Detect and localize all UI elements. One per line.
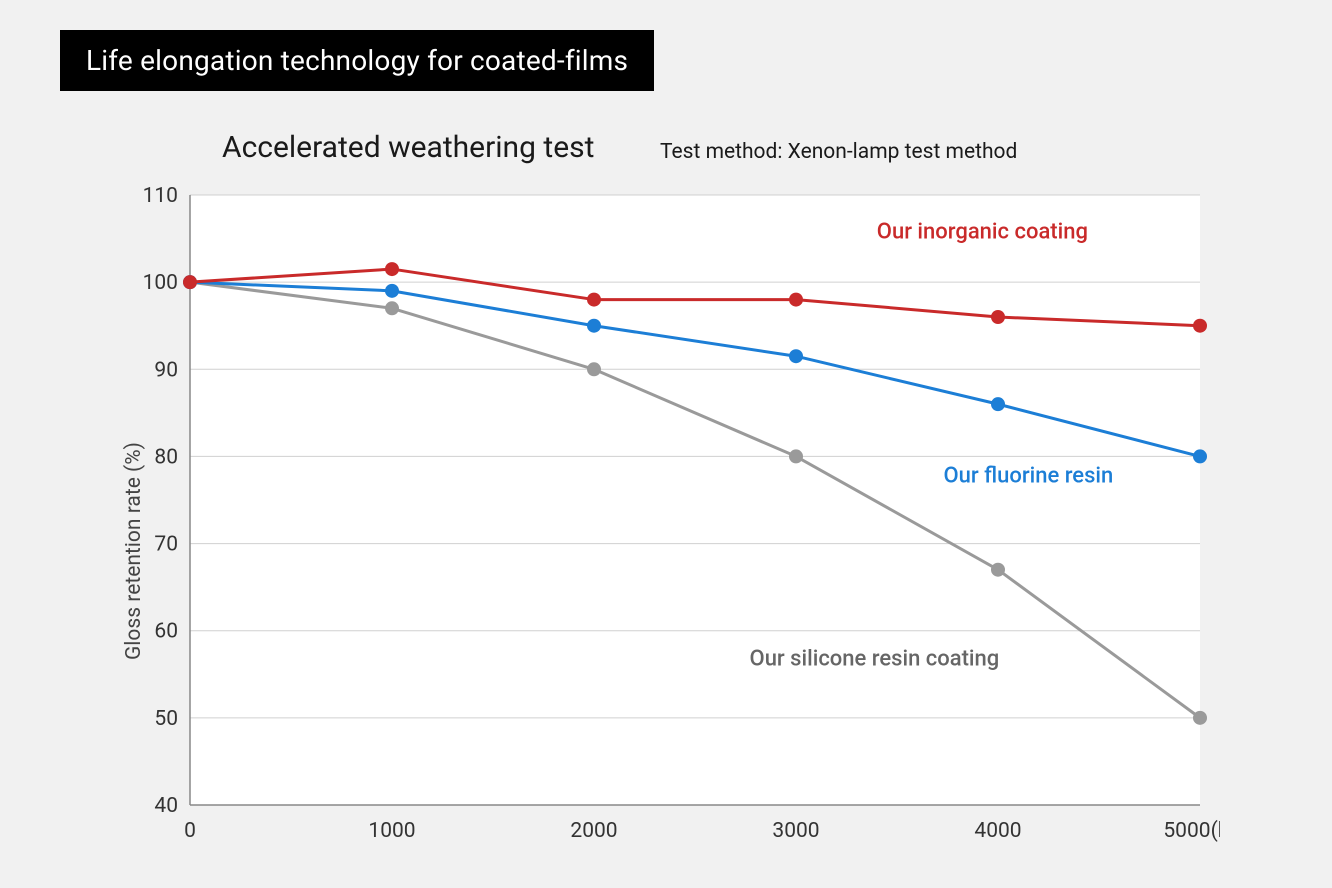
y-tick-label: 80 (154, 445, 178, 469)
y-tick-label: 110 (143, 185, 178, 208)
x-tick-label: 2000 (570, 819, 617, 843)
series-label: Our fluorine resin (943, 464, 1113, 489)
chart-plot: 40 50 60 70 80 90 100 110 0 1000 2000 3000 4000 5000(… (135, 185, 1220, 855)
series-marker (1193, 711, 1207, 725)
series-marker (789, 293, 803, 307)
series-marker (385, 301, 399, 315)
series-label: Our inorganic coating (877, 220, 1088, 245)
series-marker (385, 284, 399, 298)
series-marker (991, 310, 1005, 324)
series-marker (789, 349, 803, 363)
series-label: Our silicone resin coating (750, 647, 1000, 672)
series-marker (587, 293, 601, 307)
y-tick-label: 40 (154, 794, 178, 818)
x-tick-label: 3000 (772, 819, 819, 843)
page-root: { "banner": { "text": "Life elongation t… (0, 0, 1332, 888)
series-marker (1193, 449, 1207, 463)
x-tick-label: 4000 (974, 819, 1021, 843)
series-marker (385, 262, 399, 276)
series-marker (789, 449, 803, 463)
y-tick-label: 70 (154, 533, 178, 557)
chart-title: Accelerated weathering test (222, 130, 594, 165)
series-marker (1193, 319, 1207, 333)
series-marker (991, 563, 1005, 577)
x-tick-label: 5000(h) (1163, 819, 1220, 843)
x-tick-label: 1000 (368, 819, 415, 843)
x-tick-label: 0 (184, 819, 196, 843)
y-tick-label: 60 (154, 620, 178, 644)
section-banner: Life elongation technology for coated-fi… (60, 30, 654, 91)
test-method-label: Test method: Xenon-lamp test method (660, 140, 1017, 164)
y-tick-label: 50 (154, 707, 178, 731)
series-marker (183, 275, 197, 289)
series-marker (587, 319, 601, 333)
y-tick-label: 100 (143, 271, 178, 295)
plot-background (190, 195, 1200, 805)
banner-text: Life elongation technology for coated-fi… (86, 44, 628, 77)
y-tick-label: 90 (154, 358, 178, 382)
series-marker (587, 362, 601, 376)
series-marker (991, 397, 1005, 411)
